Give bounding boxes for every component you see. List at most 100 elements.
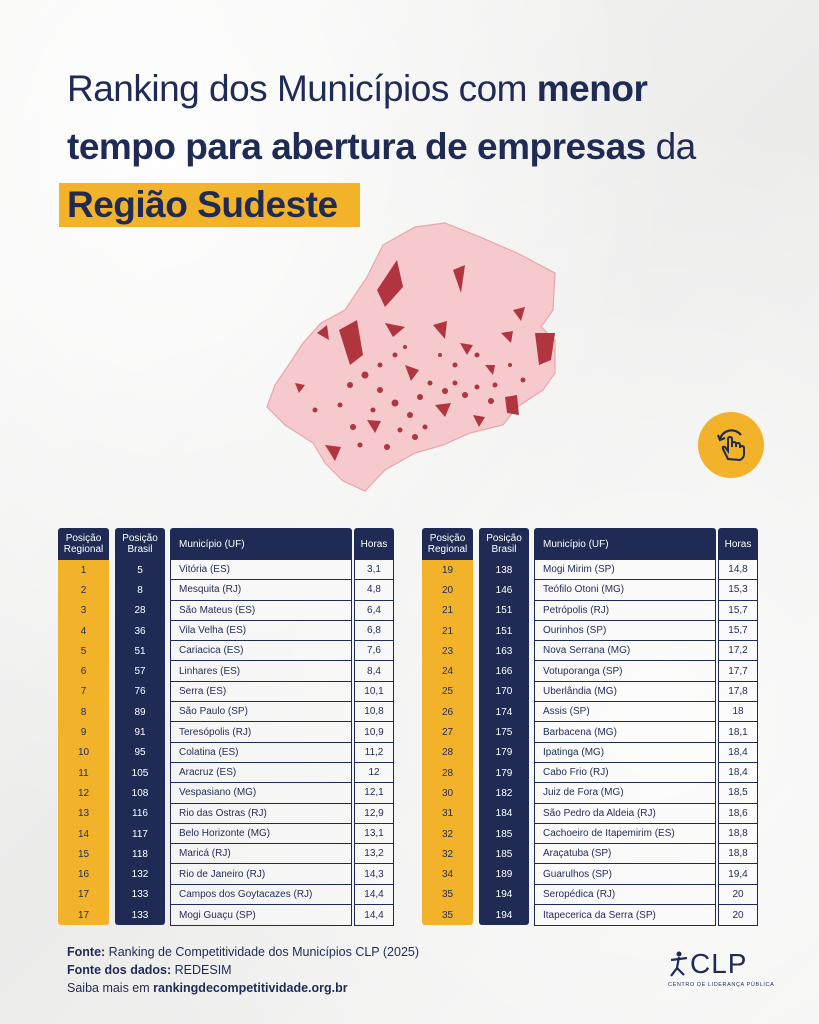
table-cell: Aracruz (ES)	[171, 763, 351, 784]
table-cell: 11	[78, 767, 89, 779]
swipe-hand-icon	[716, 429, 745, 462]
table-cell: 116	[132, 808, 148, 820]
table-cell: 170	[495, 686, 513, 698]
table-cell: São Pedro da Aldeia (RJ)	[535, 804, 715, 824]
header-pos-regional: Posição Regional	[58, 528, 109, 560]
website-link[interactable]: rankingdecompetitividade.org.br	[153, 981, 348, 995]
table-cell: Barbacena (MG)	[535, 722, 715, 743]
table-cell: 76	[134, 686, 146, 698]
southeast-map	[266, 222, 556, 492]
table-cell: 15,7	[719, 601, 757, 621]
table-cell: 20	[719, 885, 757, 906]
table-cell: 18,4	[719, 763, 757, 784]
table-cell: Assis (SP)	[535, 702, 715, 723]
table-cell: 18	[719, 702, 757, 723]
table-cell: 185	[495, 828, 513, 840]
table-cell: 13,2	[355, 844, 393, 865]
municipality-markers	[295, 260, 555, 461]
header-municipio: Município (UF)	[534, 528, 716, 560]
title-text: Ranking dos Municípios com	[67, 68, 537, 109]
table-cell: 12	[355, 763, 393, 784]
column-horas: Horas 3,1 4,8 6,4 6,8 7,6 8,4 10,1 10,8 10,9 11,2…	[354, 528, 394, 927]
table-cell: 35	[441, 909, 454, 921]
horas-cells: 14,8 15,3 15,7 15,7 17,2 17,7 17,8 18 18,1 18,4 18…	[718, 560, 758, 927]
table-cell: 15	[77, 848, 90, 860]
table-cell: 175	[495, 727, 513, 739]
table-cell: 21	[441, 625, 454, 637]
pos-regional-cells: 1 2 3 4 5 6 7 8 9 10 11 12 13 14 15 16 17 17	[58, 560, 109, 926]
table-cell: 132	[131, 869, 149, 881]
table-cell: 13	[77, 808, 90, 820]
table-cell: Teresópolis (RJ)	[171, 722, 351, 743]
logo-tagline: CENTRO DE LIDERANÇA PÚBLICA	[668, 982, 775, 988]
table-cell: São Paulo (SP)	[171, 702, 351, 723]
table-cell: 28	[441, 747, 454, 759]
table-cell: 28	[441, 767, 454, 779]
table-cell: 163	[495, 645, 513, 657]
table-cell: Petrópolis (RJ)	[535, 601, 715, 621]
table-cell: 17	[77, 889, 90, 901]
table-cell: 17,7	[719, 661, 757, 682]
table-cell: Mogi Guaçu (SP)	[179, 909, 256, 921]
table-cell: Votuporanga (SP)	[535, 661, 715, 682]
table-cell: 9	[80, 727, 87, 739]
table-cell: 32	[441, 828, 454, 840]
table-cell: 31	[441, 808, 454, 820]
table-cell: 95	[134, 747, 146, 759]
header-municipio: Município (UF)	[170, 528, 352, 560]
table-cell: Uberlândia (MG)	[535, 682, 715, 703]
table-cell: 10,8	[355, 702, 393, 723]
table-cell: Juiz de Fora (MG)	[535, 783, 715, 804]
table-cell: Rio de Janeiro (RJ)	[171, 864, 351, 885]
table-cell: 12,1	[355, 783, 393, 804]
header-horas: Horas	[354, 528, 394, 560]
table-cell: Ourinhos (SP)	[535, 621, 715, 642]
table-cell: 10	[77, 747, 90, 759]
column-pos-brasil: Posição Brasil 5 8 28 36 51 57 76 89 91 95 105 108 1…	[115, 528, 165, 926]
table-cell: 18,4	[719, 743, 757, 763]
table-cell: 18,8	[719, 824, 757, 845]
table-cell: 10,9	[355, 722, 393, 743]
table-cell: 51	[134, 645, 146, 657]
municipio-cells: Vitória (ES) Mesquita (RJ) São Mateus (ES)…	[170, 560, 352, 927]
table-cell: 151	[495, 605, 513, 617]
column-pos-brasil: Posição Brasil 138 146 151 151 163 166 170 174 1…	[479, 528, 529, 926]
page-title: Ranking dos Municípios com menor tempo p…	[59, 60, 787, 234]
table-cell: Cariacica (ES)	[171, 641, 351, 662]
pos-regional-cells: 19 20 21 21 23 24 25 26 27 28 28 30 31 32 32 34 35 35	[422, 560, 473, 926]
table-cell: Cachoeiro de Itapemirim (ES)	[535, 824, 715, 845]
table-cell: Ipatinga (MG)	[535, 743, 715, 763]
table-cell: 24	[441, 666, 454, 678]
table-cell: 57	[134, 666, 146, 678]
table-cell: 146	[495, 584, 513, 596]
table-cell: Vitória (ES)	[171, 560, 351, 581]
header-horas: Horas	[718, 528, 758, 560]
column-pos-regional: Posição Regional 1 2 3 4 5 6 7 8 9 10 11 12 13 14 15 16…	[58, 528, 109, 926]
title-text: da	[645, 126, 697, 167]
table-cell: 6,4	[355, 601, 393, 621]
table-cell: Linhares (ES)	[171, 661, 351, 682]
clp-figure-icon	[670, 951, 688, 977]
table-cell: 174	[495, 706, 513, 718]
swipe-button[interactable]	[698, 412, 764, 478]
table-cell: 25	[441, 686, 454, 698]
header-pos-brasil: Posição Brasil	[115, 528, 165, 560]
table-cell: 15,7	[719, 621, 757, 642]
table-cell: Belo Horizonte (MG)	[171, 824, 351, 845]
small-markers	[312, 345, 526, 450]
footer-line-saiba: Saiba mais em rankingdecompetitividade.o…	[67, 979, 419, 997]
dados-label: Fonte dos dados:	[67, 963, 172, 977]
clp-logo: CLP CENTRO DE LIDERANÇA PÚBLICA	[668, 948, 783, 993]
table-cell: 117	[132, 828, 148, 840]
table-cell: 7,6	[355, 641, 393, 662]
table-cell: 30	[441, 787, 454, 799]
table-cell: Cabo Frio (RJ)	[535, 763, 715, 784]
table-cell: 28	[134, 605, 146, 617]
table-cell: 20	[732, 909, 744, 921]
table-cell: 133	[131, 889, 149, 901]
title-line-2: tempo para abertura de empresas da	[67, 118, 787, 176]
table-cell: Itapecerica da Serra (SP)	[543, 909, 656, 921]
table-cell: 12	[77, 787, 90, 799]
table-cell: 5	[80, 645, 87, 657]
table-cell: 14,8	[719, 560, 757, 581]
